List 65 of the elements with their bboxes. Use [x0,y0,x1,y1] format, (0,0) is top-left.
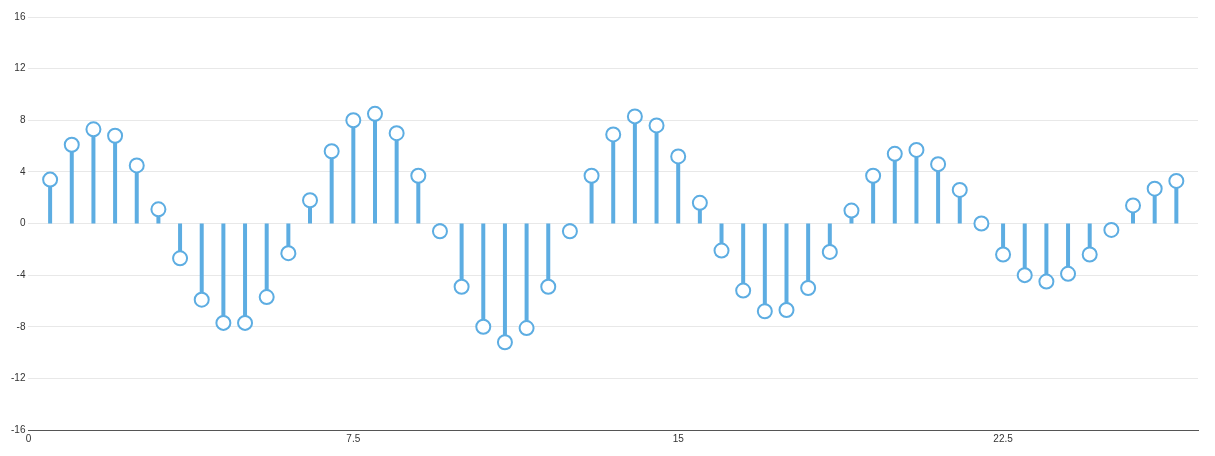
point [366,105,383,122]
x-tick-label: 22.5 [993,432,1014,444]
point [626,108,643,125]
point [691,194,708,211]
point [648,117,665,134]
point [735,282,752,299]
point [886,145,903,162]
y-tick-label: -4 [16,268,26,280]
point [280,245,297,262]
point [237,314,254,331]
point [713,242,730,259]
y-tick-label: 4 [19,165,26,177]
point [496,334,513,351]
point [1038,273,1055,290]
point [1060,265,1077,282]
point [995,246,1012,263]
point [778,301,795,318]
y-tick-label: 16 [14,10,26,22]
point [843,202,860,219]
point [453,278,470,295]
x-tick-label: 15 [672,432,685,444]
point [1103,221,1120,238]
point [323,143,340,160]
y-tick-label: 8 [19,114,26,125]
y-tick-label: -8 [16,320,26,332]
point [605,126,622,143]
point [518,320,535,337]
point [800,280,817,297]
point [951,181,968,198]
point [410,167,427,184]
point [930,156,947,173]
point [865,167,882,184]
point [756,303,773,320]
x-tick-label: 7.5 [346,432,361,444]
point [1016,267,1033,284]
point [107,127,124,144]
y-tick-label: -12 [11,372,26,384]
point [821,243,838,260]
point [1125,197,1142,214]
point [561,223,578,240]
point [193,291,210,308]
y-tick-label: 12 [14,62,26,74]
point [908,141,925,158]
point [475,318,492,335]
point [973,215,990,232]
point [85,121,102,138]
point [128,157,145,174]
point [1081,246,1098,263]
point [1168,172,1185,189]
point [431,223,448,240]
point [670,148,687,165]
point [215,314,232,331]
point [302,192,319,209]
point [63,136,80,153]
point [42,171,59,188]
point [583,167,600,184]
point [172,250,189,267]
point [258,289,275,306]
y-tick-label: 0 [19,217,26,229]
point [345,112,362,129]
y-tick-label: -16 [11,423,26,435]
point [388,125,405,142]
point [540,278,557,295]
point [150,201,167,218]
point [1146,180,1163,197]
